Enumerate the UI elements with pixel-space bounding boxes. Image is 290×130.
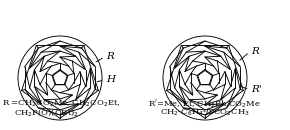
Circle shape bbox=[163, 36, 247, 120]
Text: R': R' bbox=[251, 85, 262, 94]
Text: R: R bbox=[251, 47, 259, 56]
Circle shape bbox=[18, 36, 102, 120]
Text: R: R bbox=[106, 52, 114, 61]
Text: CH$_2$P(O)(OEt)$_2$: CH$_2$P(O)(OEt)$_2$ bbox=[14, 108, 79, 119]
Text: R$'$=Me, Et, CH$_2$Ph,CO$_2$Me: R$'$=Me, Et, CH$_2$Ph,CO$_2$Me bbox=[148, 98, 261, 110]
Text: R =CH$_2$CO$_2$Me, CH$_2$CO$_2$Et,: R =CH$_2$CO$_2$Me, CH$_2$CO$_2$Et, bbox=[2, 99, 120, 109]
Text: CH$_2$-C$_6$H$_4$-$m$CO$_2$CH$_3$: CH$_2$-C$_6$H$_4$-$m$CO$_2$CH$_3$ bbox=[160, 108, 250, 118]
Text: H: H bbox=[106, 75, 115, 84]
